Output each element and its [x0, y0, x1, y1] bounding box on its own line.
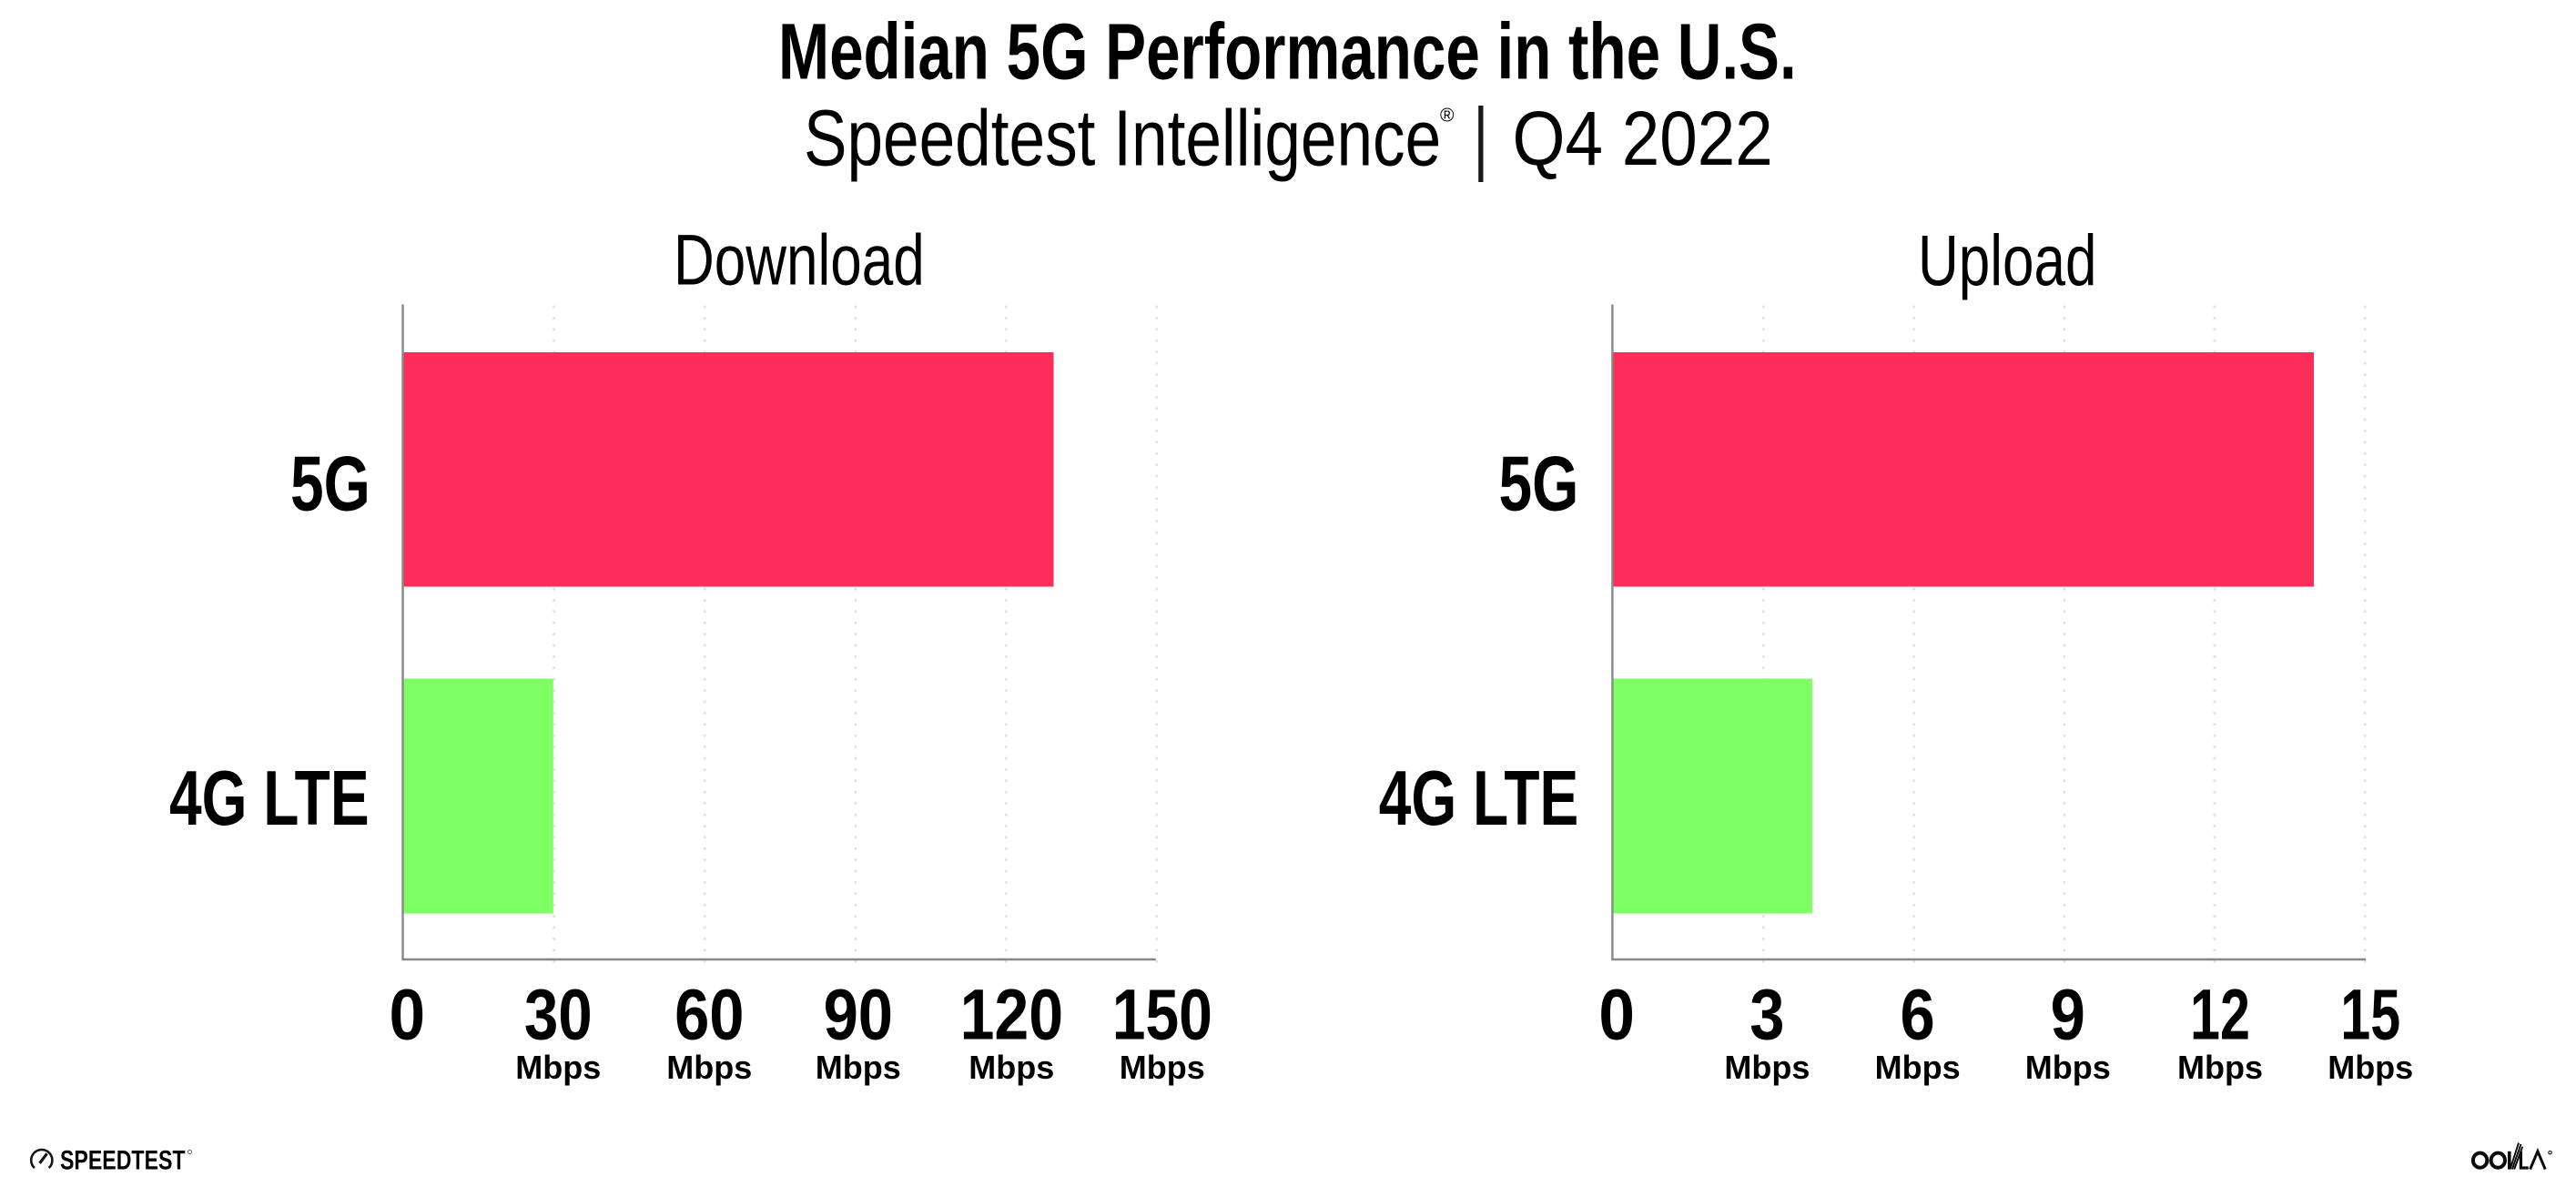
svg-text:150: 150 [1112, 975, 1212, 1055]
svg-text:Mbps: Mbps [969, 1049, 1054, 1086]
svg-text:Mbps: Mbps [666, 1049, 752, 1086]
svg-text:Mbps: Mbps [1875, 1049, 1961, 1086]
svg-text:15: 15 [2340, 974, 2400, 1054]
svg-text:Upload: Upload [1918, 220, 2096, 300]
svg-text:Mbps: Mbps [1120, 1049, 1205, 1086]
svg-text:3: 3 [1749, 974, 1784, 1055]
svg-text:SPEEDTEST: SPEEDTEST [60, 1145, 186, 1175]
svg-text:4G LTE: 4G LTE [1379, 755, 1579, 841]
svg-text:Speedtest Intelligence: Speedtest Intelligence [804, 94, 1441, 182]
svg-text:30: 30 [524, 974, 593, 1054]
svg-text:Download: Download [674, 219, 925, 299]
svg-text:0: 0 [1598, 974, 1635, 1054]
svg-text:Mbps: Mbps [2177, 1049, 2263, 1086]
svg-text:Mbps: Mbps [816, 1049, 901, 1086]
svg-text:90: 90 [824, 974, 893, 1055]
svg-text:5G: 5G [290, 441, 370, 527]
svg-text:Mbps: Mbps [2025, 1049, 2111, 1086]
svg-text:120: 120 [960, 974, 1063, 1055]
svg-text:60: 60 [674, 974, 744, 1055]
svg-text:12: 12 [2190, 974, 2250, 1054]
svg-text:Mbps: Mbps [515, 1049, 601, 1086]
svg-text:5G: 5G [1499, 441, 1579, 527]
svg-text:Mbps: Mbps [1724, 1049, 1810, 1086]
svg-text:®: ® [1440, 106, 1455, 127]
svg-text:6: 6 [1900, 974, 1934, 1055]
svg-text:0: 0 [390, 974, 426, 1054]
svg-text:Q4 2022: Q4 2022 [1513, 96, 1773, 181]
svg-text:Median 5G Performance in the U: Median 5G Performance in the U.S. [778, 8, 1797, 96]
svg-text:9: 9 [2051, 974, 2085, 1055]
svg-text:Mbps: Mbps [2328, 1049, 2413, 1086]
svg-text:4G LTE: 4G LTE [169, 755, 370, 841]
